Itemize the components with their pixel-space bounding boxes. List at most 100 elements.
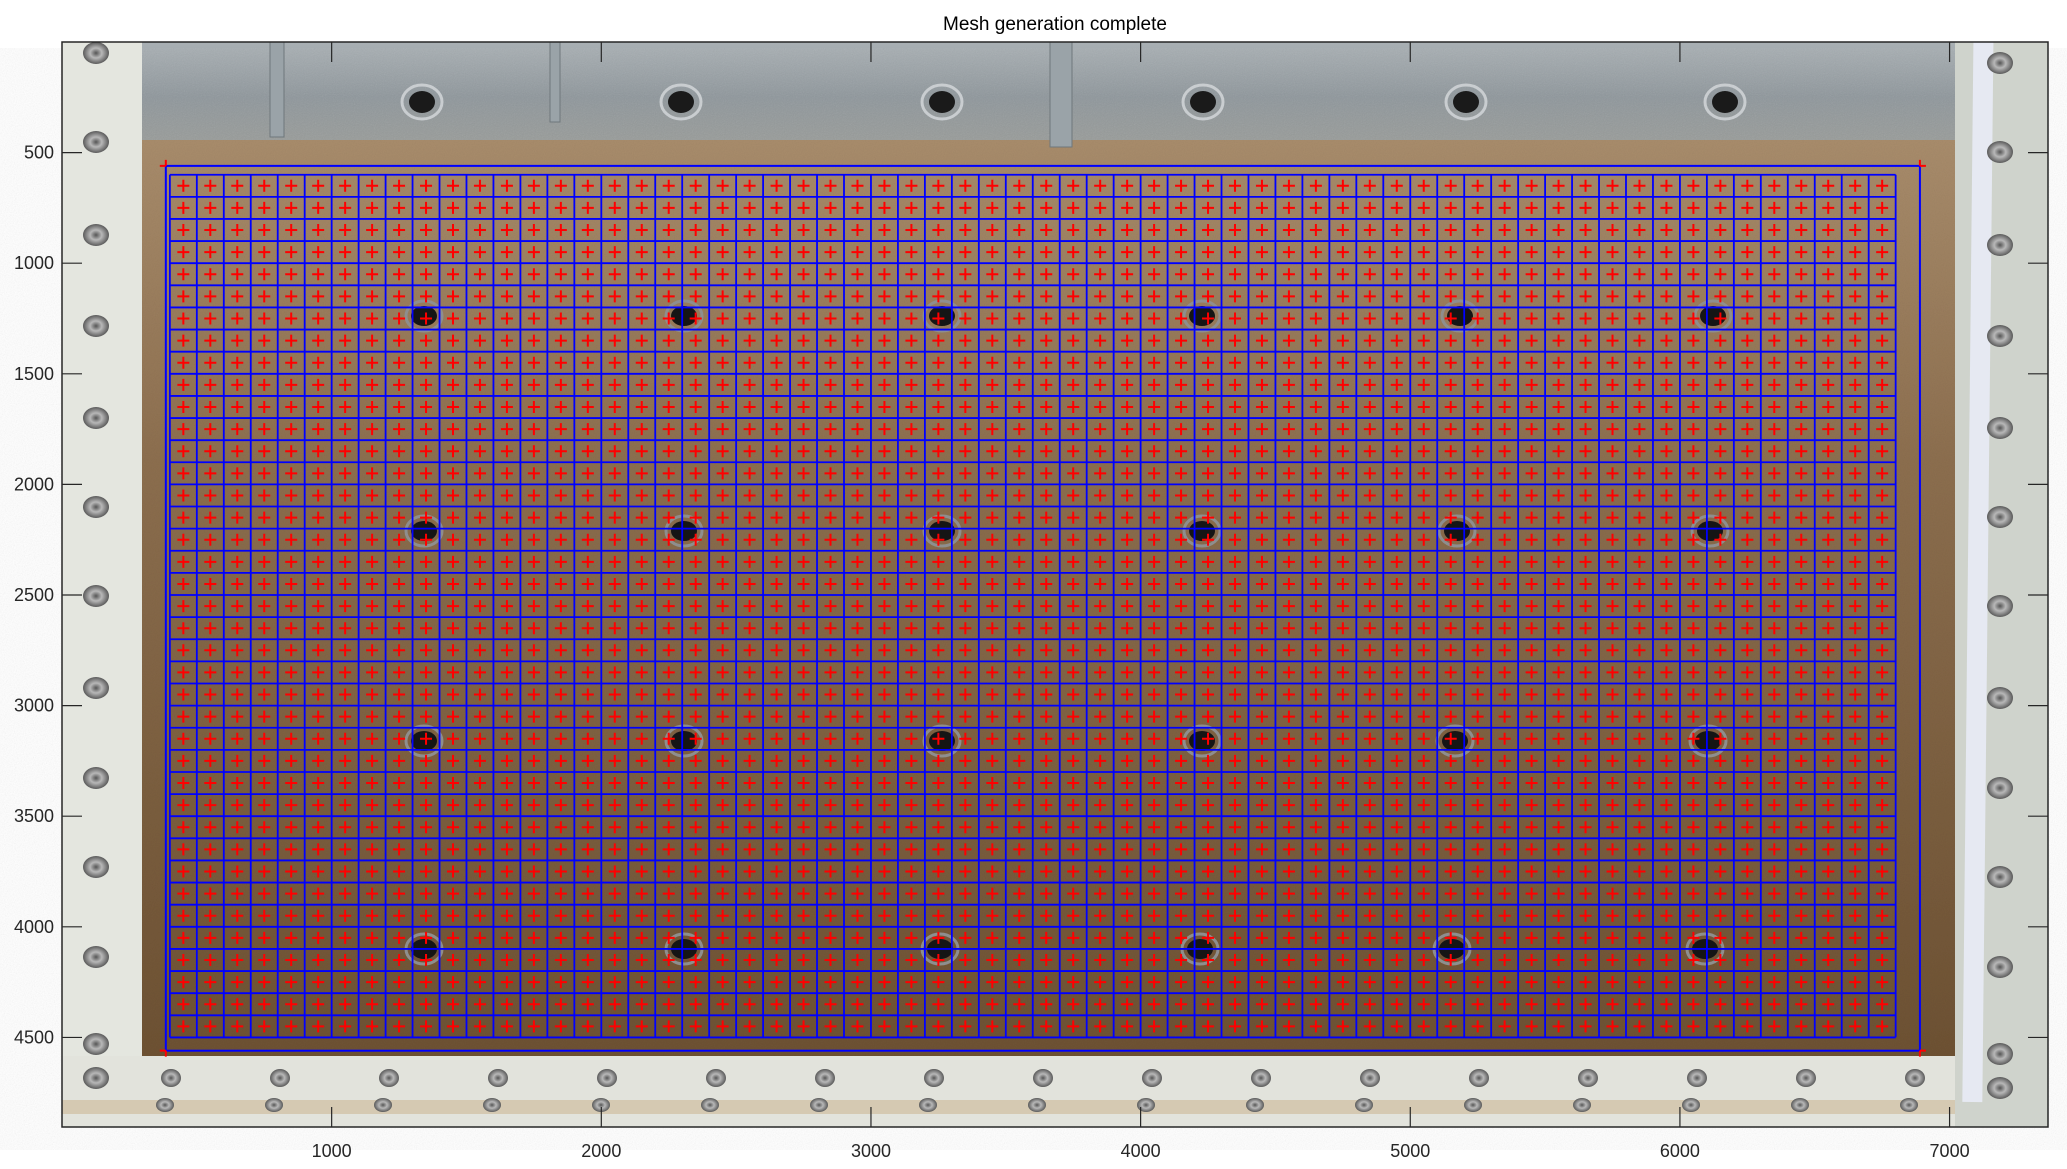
mesh-node-marker [1390, 909, 1403, 922]
mesh-node-marker [446, 976, 459, 989]
mesh-node-marker [1579, 423, 1592, 436]
mesh-node-marker [1121, 821, 1134, 834]
mesh-node-marker [1013, 909, 1026, 922]
mesh-node-marker [1417, 201, 1430, 214]
mesh-node-marker [635, 467, 648, 480]
mesh-node-marker [1417, 998, 1430, 1011]
mesh-node-marker [662, 976, 675, 989]
mesh-node-marker [1768, 710, 1781, 723]
mesh-node-marker [959, 555, 972, 568]
mesh-node-marker [446, 777, 459, 790]
mesh-node-marker [1390, 400, 1403, 413]
mesh-node-marker [1471, 356, 1484, 369]
mesh-node-marker [581, 644, 594, 657]
mesh-node-marker [1282, 246, 1295, 259]
mesh-node-marker [1768, 179, 1781, 192]
mesh-node-marker [473, 688, 486, 701]
mesh-node-marker [743, 622, 756, 635]
mesh-node-marker [1579, 710, 1592, 723]
mesh-node-marker [1202, 445, 1215, 458]
mesh-node-marker [366, 268, 379, 281]
mesh-node-marker [1363, 268, 1376, 281]
mesh-node-marker [1336, 976, 1349, 989]
mesh-node-marker [689, 555, 702, 568]
sensor-hole-rim [404, 724, 444, 758]
mesh-node-marker [716, 843, 729, 856]
mesh-node-marker [932, 467, 945, 480]
mesh-node-marker [878, 754, 891, 767]
mesh-node-marker [1525, 246, 1538, 259]
mesh-node-marker [527, 931, 540, 944]
mesh-node-marker [1714, 710, 1727, 723]
mesh-node-marker [797, 224, 810, 237]
mesh-node-marker [1336, 224, 1349, 237]
frame-bolt [83, 677, 109, 699]
mesh-node-marker [581, 1020, 594, 1033]
mesh-node-marker [1822, 600, 1835, 613]
mesh-node-marker [1444, 356, 1457, 369]
mesh-node-marker [1525, 179, 1538, 192]
mesh-node-marker [635, 246, 648, 259]
mesh-node-marker [824, 290, 837, 303]
tank-hole-rim [1444, 83, 1488, 121]
mesh-node-marker [1228, 799, 1241, 812]
mesh-node-marker [878, 666, 891, 679]
mesh-node-marker [986, 799, 999, 812]
mesh-node-marker [662, 777, 675, 790]
mesh-node-marker [1822, 224, 1835, 237]
mesh-node-marker [1795, 423, 1808, 436]
mesh-node-marker [770, 1020, 783, 1033]
mesh-node-marker [527, 511, 540, 524]
mesh-node-marker [1040, 533, 1053, 546]
sensor-hole [671, 306, 697, 326]
mesh-node-marker [1094, 378, 1107, 391]
mesh-node-marker [1363, 998, 1376, 1011]
mesh-node-marker [608, 754, 621, 767]
tank-hole-rim [1181, 83, 1225, 121]
mesh-node-marker [1849, 821, 1862, 834]
mesh-node-marker [1525, 489, 1538, 502]
mesh-node-marker [1471, 799, 1484, 812]
mesh-node-marker [1202, 799, 1215, 812]
mesh-node-marker [312, 577, 325, 590]
mesh-node-marker [527, 821, 540, 834]
mesh-node-marker [1714, 356, 1727, 369]
mesh-node-marker [608, 688, 621, 701]
mesh-node-marker [446, 865, 459, 878]
mesh-node-marker [1363, 732, 1376, 745]
mesh-node-marker [635, 201, 648, 214]
mesh-node-marker [932, 356, 945, 369]
mesh-node-marker [1202, 976, 1215, 989]
mesh-node-marker [1363, 511, 1376, 524]
mesh-node-marker [366, 467, 379, 480]
mesh-node-marker [1067, 533, 1080, 546]
frame-bolt [83, 946, 109, 968]
mesh-node-marker [258, 909, 271, 922]
mesh-node-marker [1390, 754, 1403, 767]
mesh-node-marker [1390, 246, 1403, 259]
mesh-node-marker [932, 931, 945, 944]
mesh-node-marker [1579, 887, 1592, 900]
mesh-node-marker [797, 865, 810, 878]
mesh-node-marker [1768, 378, 1781, 391]
mesh-node-marker [581, 887, 594, 900]
mesh-node-marker [1687, 334, 1700, 347]
mesh-node-marker [1067, 909, 1080, 922]
mesh-node-marker [1471, 179, 1484, 192]
mesh-node-marker [1471, 423, 1484, 436]
mesh-node-marker [1822, 290, 1835, 303]
mesh-node-marker [1525, 533, 1538, 546]
mesh-node-marker [312, 909, 325, 922]
mesh-node-marker [1876, 246, 1889, 259]
mesh-node-marker [231, 1020, 244, 1033]
mesh-node-marker [446, 312, 459, 325]
mesh-node-marker [1336, 666, 1349, 679]
mesh-node-marker [1660, 887, 1673, 900]
mesh-node-marker [1822, 179, 1835, 192]
mesh-node-marker [258, 644, 271, 657]
mesh-node-marker [1040, 799, 1053, 812]
mesh-node-marker [1822, 555, 1835, 568]
mesh-node-marker [770, 511, 783, 524]
mesh-node-marker [824, 334, 837, 347]
mesh-node-marker [878, 865, 891, 878]
